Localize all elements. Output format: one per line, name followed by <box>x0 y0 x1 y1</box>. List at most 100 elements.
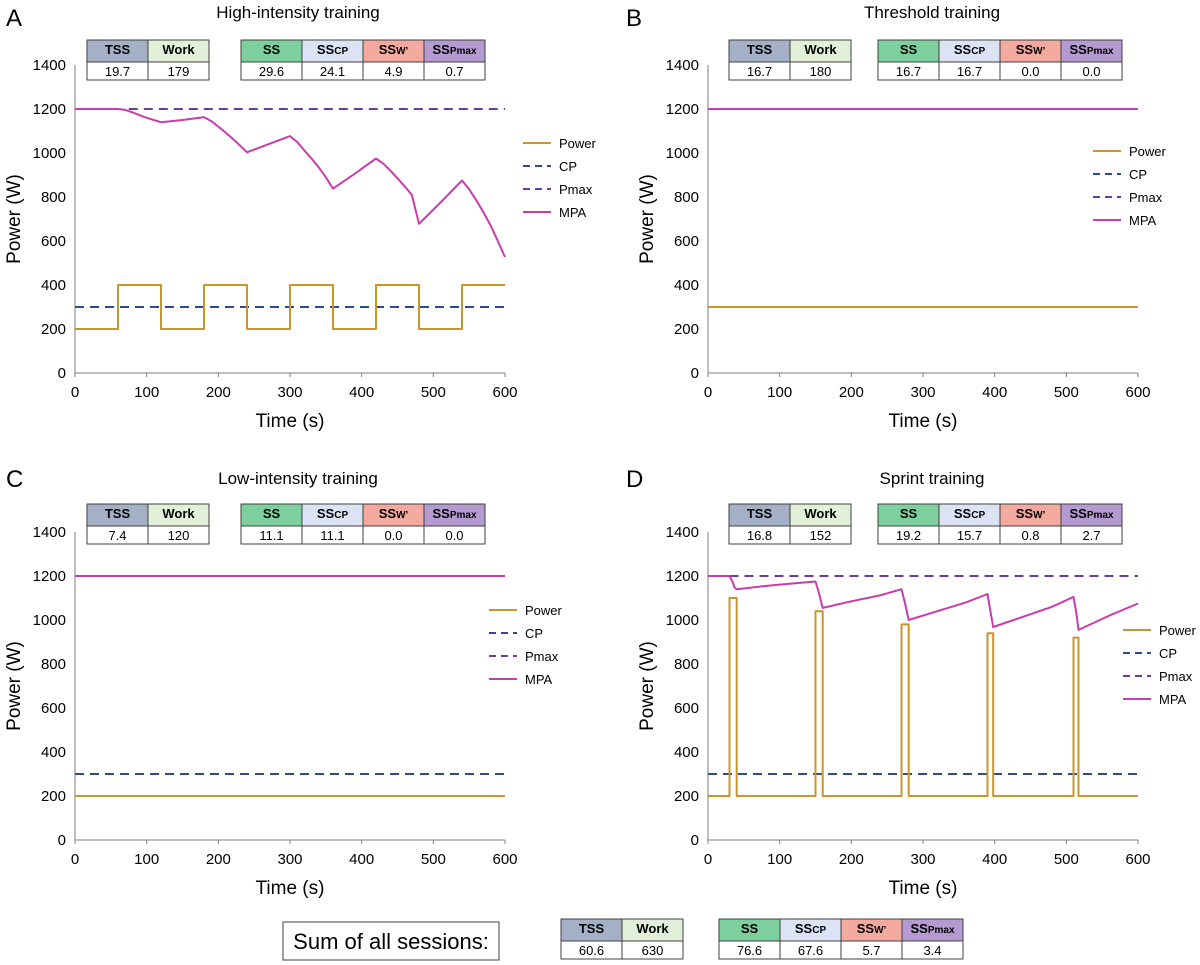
panel-d-x-tick: 300 <box>910 851 935 868</box>
panel-d-ss-value: 19.2 <box>896 528 921 543</box>
panel-c-y-tick: 200 <box>41 788 66 805</box>
panel-b-legend-label-power: Power <box>1129 144 1167 159</box>
panel-b-y-label: Power (W) <box>637 174 658 264</box>
panel-c-legend-label-cp: CP <box>525 626 543 641</box>
panel-b-legend-label-mpa: MPA <box>1129 213 1157 228</box>
panel-b-x-tick: 0 <box>704 384 712 401</box>
panel-b-sscp-header-label: SSCP <box>954 42 986 57</box>
panel-a-ss-value: 29.6 <box>259 64 284 79</box>
panel-b-x-tick: 600 <box>1125 384 1150 401</box>
panel-d-work-header-label: Work <box>804 506 837 521</box>
panel-d-sscp-value: 15.7 <box>957 528 982 543</box>
panel-c-x-label: Time (s) <box>256 878 325 899</box>
panel-c-y-tick: 1400 <box>33 524 66 541</box>
panel-b-ss-value: 16.7 <box>896 64 921 79</box>
panel-d-y-tick: 200 <box>674 788 699 805</box>
summary-ss-value: 76.6 <box>737 943 762 958</box>
panel-c-y-label: Power (W) <box>4 641 25 731</box>
panel-c-legend-label-mpa: MPA <box>525 672 553 687</box>
panel-d-tss-header-label: TSS <box>747 506 773 521</box>
panel-b-x-tick: 500 <box>1054 384 1079 401</box>
panel-d-legend-label-power: Power <box>1159 623 1197 638</box>
panel-c-work-cell <box>147 525 210 545</box>
panel-a-x-tick: 500 <box>421 384 446 401</box>
panel-d-x-tick: 0 <box>704 851 712 868</box>
panel-a-y-tick: 600 <box>41 233 66 250</box>
panel-a-y-tick: 800 <box>41 189 66 206</box>
summary-sscp-value: 67.6 <box>798 943 823 958</box>
panel-d-work-value: 152 <box>810 528 832 543</box>
panel-a-sspmax-header-label: SSPmax <box>432 42 476 57</box>
panel-d-x-tick: 100 <box>767 851 792 868</box>
panel-d-x-tick: 400 <box>982 851 1007 868</box>
panel-d-y-tick: 1200 <box>666 568 699 585</box>
panel-c-x-tick: 200 <box>206 851 231 868</box>
panel-c-sscp-header-label: SSCP <box>317 506 349 521</box>
panel-b-ssw-header-label: SSW’ <box>1016 42 1046 57</box>
panel-d-x-tick: 500 <box>1054 851 1079 868</box>
panel-c-y-tick: 400 <box>41 744 66 761</box>
panel-c-x-tick: 400 <box>349 851 374 868</box>
panel-c-sspmax-cell <box>423 525 486 545</box>
panel-c-work-value: 120 <box>168 528 190 543</box>
panel-c-x-tick: 600 <box>492 851 517 868</box>
panel-a-sspmax-cell <box>423 61 486 81</box>
panel-d-x-tick: 600 <box>1125 851 1150 868</box>
panel-d-y-tick: 1400 <box>666 524 699 541</box>
panel-d-sscp-header-label: SSCP <box>954 506 986 521</box>
panel-b-y-tick: 200 <box>674 321 699 338</box>
panel-d-ss-header-label: SS <box>900 506 918 521</box>
panel-b-x-tick: 100 <box>767 384 792 401</box>
panel-a-letter: A <box>6 5 22 32</box>
panel-b-y-tick: 400 <box>674 277 699 294</box>
summary-tss-header-label: TSS <box>579 921 605 936</box>
panel-a-tss-header-label: TSS <box>105 42 131 57</box>
panel-d-sspmax-value: 2.7 <box>1082 528 1100 543</box>
summary-sspmax-cell <box>901 940 964 960</box>
summary-label: Sum of all sessions: <box>293 929 489 954</box>
panel-b-x-label: Time (s) <box>889 411 958 432</box>
panel-b-x-tick: 400 <box>982 384 1007 401</box>
panel-c-sspmax-value: 0.0 <box>445 528 463 543</box>
panel-b-sspmax-cell <box>1060 61 1123 81</box>
panel-a: A High-intensity training TSS Work 19.7 179 SS… <box>4 3 597 432</box>
panel-a-x-tick: 400 <box>349 384 374 401</box>
panel-a-x-tick: 300 <box>277 384 302 401</box>
panel-a-y-label: Power (W) <box>4 174 25 264</box>
panel-d-letter: D <box>626 466 643 493</box>
panel-b-work-value: 180 <box>810 64 832 79</box>
panel-b-y-tick: 1000 <box>666 145 699 162</box>
panel-c-x-tick: 500 <box>421 851 446 868</box>
panel-c-tss-value: 7.4 <box>108 528 126 543</box>
panel-b-y-tick: 600 <box>674 233 699 250</box>
panel-a-sspmax-value: 0.7 <box>445 64 463 79</box>
panel-a-sscp-value: 24.1 <box>320 64 345 79</box>
panel-b-title: Threshold training <box>864 3 1000 22</box>
summary-sscp-header-label: SSCP <box>795 921 827 936</box>
panel-d-legend-label-pmax: Pmax <box>1159 669 1193 684</box>
panel-c-ss-header-label: SS <box>263 506 281 521</box>
panel-d-title: Sprint training <box>880 469 985 488</box>
panel-a-y-tick: 200 <box>41 321 66 338</box>
panel-c-y-tick: 0 <box>58 832 66 849</box>
panel-c-sscp-value: 11.1 <box>320 528 344 543</box>
panel-a-work-cell <box>147 61 210 81</box>
summary-work-value: 630 <box>642 943 664 958</box>
summary-ss-header-label: SS <box>741 921 759 936</box>
panel-c-x-tick: 300 <box>277 851 302 868</box>
summary-label-box <box>282 921 500 961</box>
panel-d-x-label: Time (s) <box>889 878 958 899</box>
panel-d-series-mpa <box>708 575 1139 631</box>
panel-d-y-tick: 600 <box>674 700 699 717</box>
panel-d-work-cell <box>789 525 852 545</box>
panel-c-ssw-value: 0.0 <box>384 528 402 543</box>
panel-a-y-tick: 400 <box>41 277 66 294</box>
summary-sspmax-value: 3.4 <box>923 943 941 958</box>
panel-a-x-tick: 200 <box>206 384 231 401</box>
panel-c-ssw-header-label: SSW’ <box>379 506 409 521</box>
panel-b-x-tick: 200 <box>839 384 864 401</box>
panel-b-sspmax-value: 0.0 <box>1082 64 1100 79</box>
panel-d: D Sprint training TSS Work 16.8 152 SS 19.2 SSCP… <box>626 466 1197 899</box>
panel-b-tss-header-label: TSS <box>747 42 773 57</box>
panel-a-legend-label-pmax: Pmax <box>559 182 593 197</box>
